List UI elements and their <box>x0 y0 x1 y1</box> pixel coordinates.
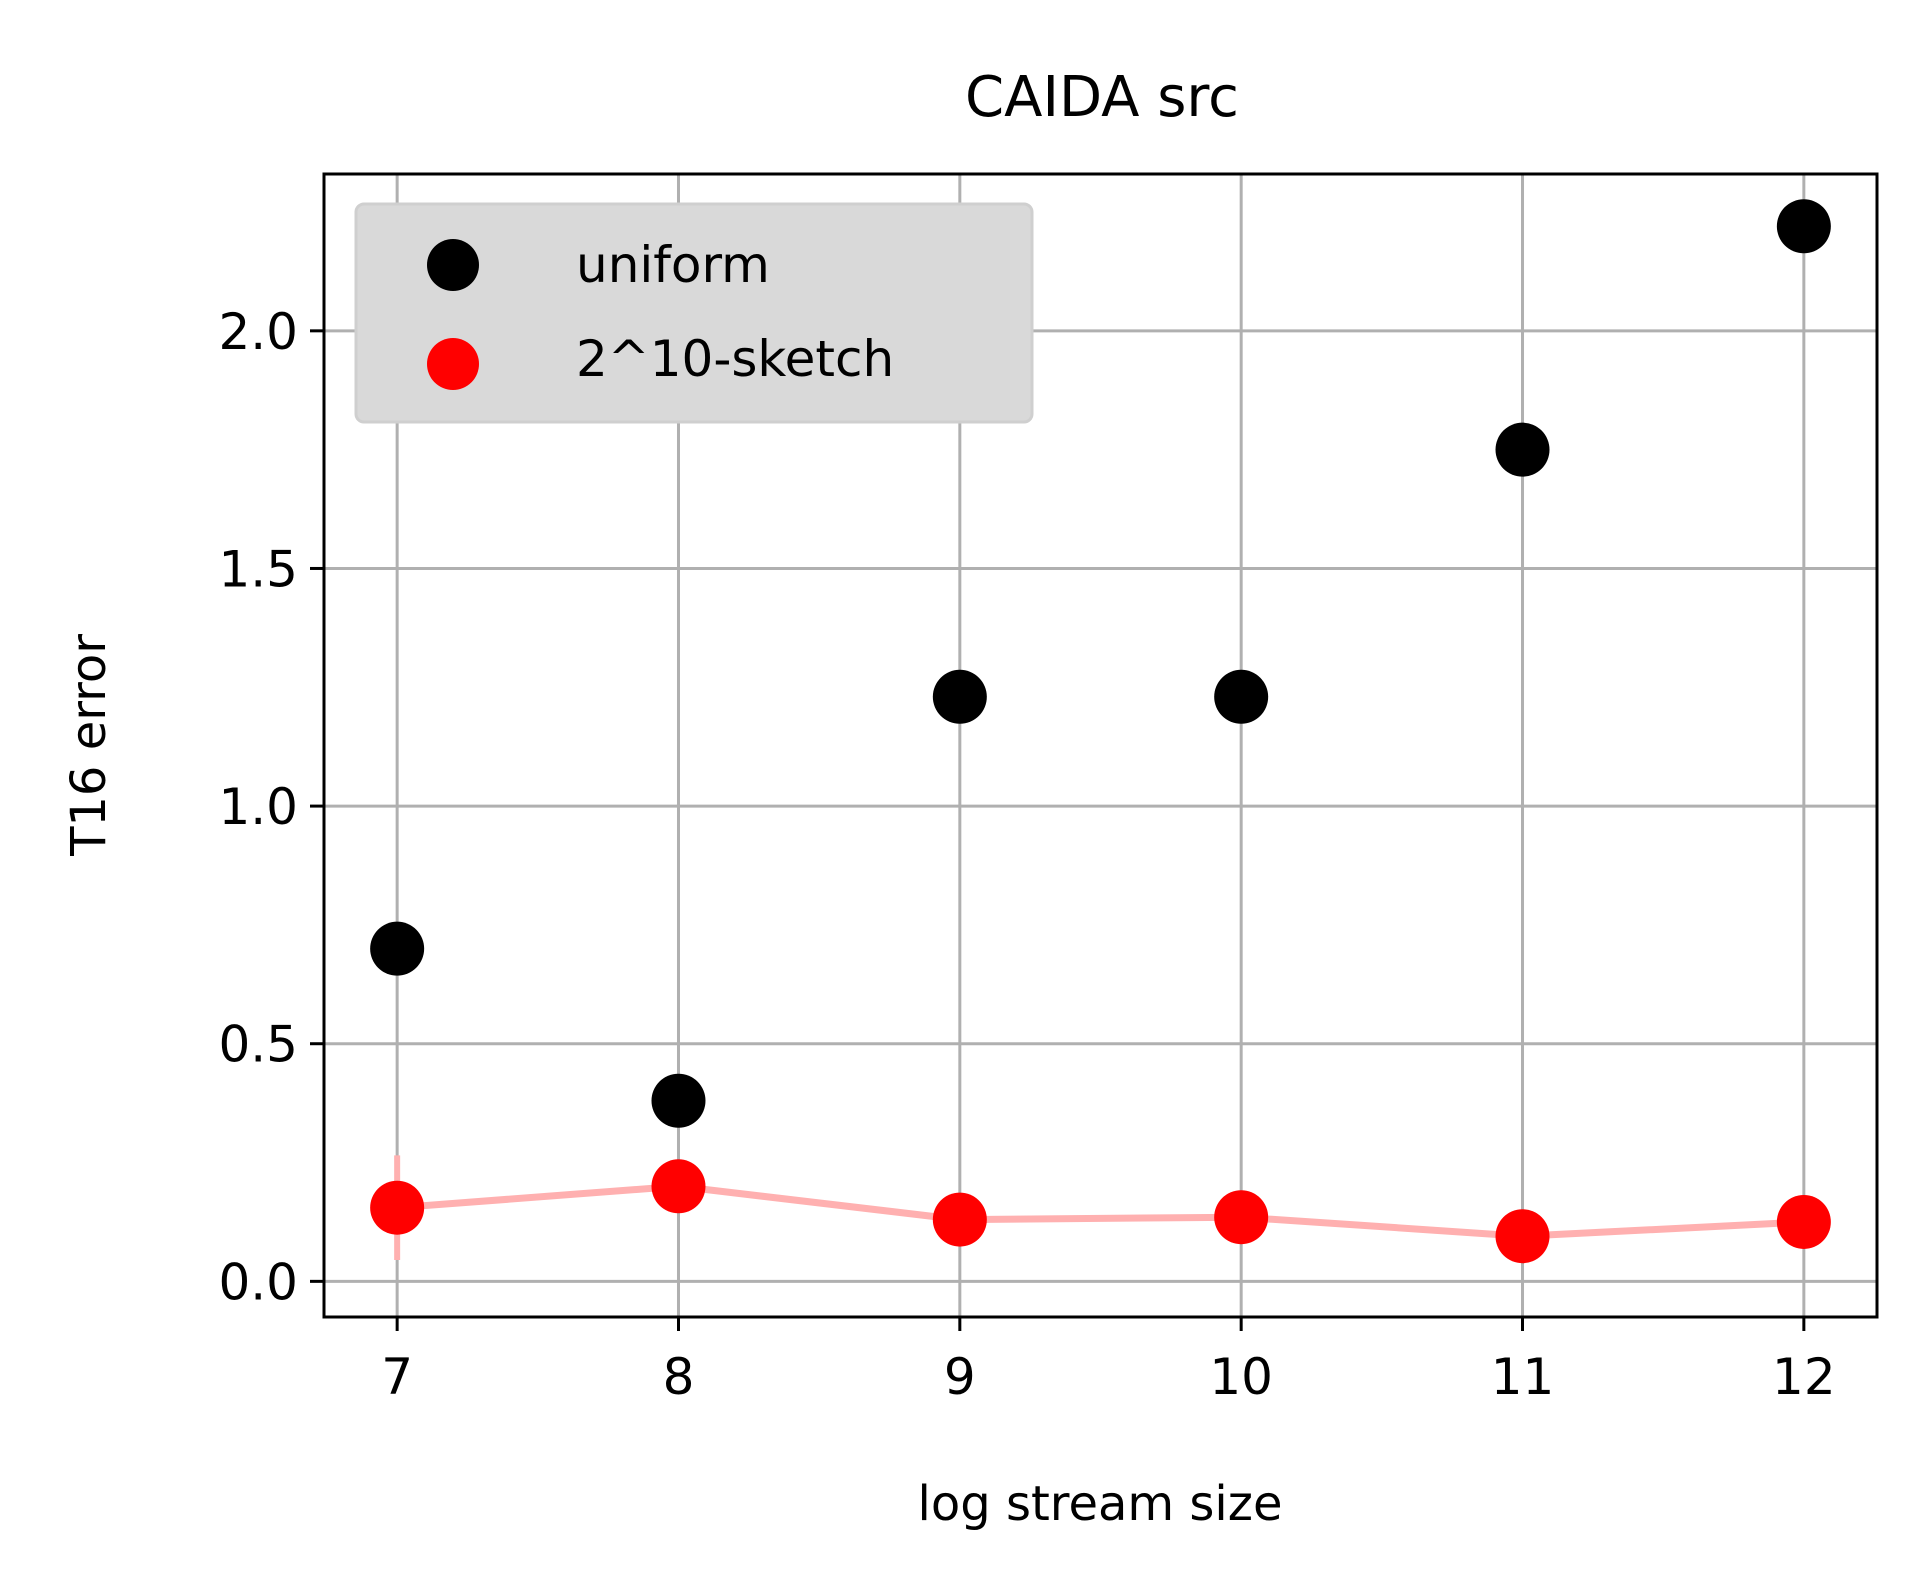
y-axis-label: T16 error <box>61 634 117 857</box>
point-2-10-sketch <box>932 1192 987 1247</box>
y-tick-label: 1.5 <box>218 540 298 598</box>
legend-marker-uniform <box>427 239 479 291</box>
point-uniform <box>370 921 425 976</box>
point-uniform <box>932 669 987 724</box>
point-2-10-sketch <box>1776 1194 1831 1249</box>
x-tick-label: 9 <box>944 1348 976 1406</box>
plot-frame <box>322 172 1879 1319</box>
point-2-10-sketch <box>1214 1190 1269 1245</box>
x-tick-label: 11 <box>1491 1348 1555 1406</box>
y-tick-label: 2.0 <box>218 303 298 361</box>
point-uniform <box>1776 199 1831 254</box>
y-tick-label: 1.0 <box>218 778 298 836</box>
x-tick-label: 10 <box>1209 1348 1273 1406</box>
x-axis-label: log stream size <box>918 1476 1283 1532</box>
legend-label-sketch: 2^10-sketch <box>576 330 894 388</box>
y-axis-ticks: 0.0 0.5 1.0 1.5 2.0 <box>218 303 324 1311</box>
x-tick-label: 12 <box>1772 1348 1836 1406</box>
point-2-10-sketch <box>370 1180 425 1235</box>
legend-label-uniform: uniform <box>576 236 770 294</box>
point-uniform <box>1495 422 1550 477</box>
data-points <box>370 199 1831 1264</box>
point-uniform <box>651 1073 706 1128</box>
point-uniform <box>1214 669 1269 724</box>
x-tick-label: 7 <box>381 1348 413 1406</box>
legend-marker-sketch <box>427 338 479 390</box>
point-2-10-sketch <box>1495 1209 1550 1264</box>
chart-title: CAIDA src <box>965 65 1239 130</box>
x-axis-ticks: 7 8 9 10 11 12 <box>381 1317 1836 1406</box>
legend-box <box>354 202 1034 424</box>
series-line-2-10-sketch <box>396 1182 1805 1240</box>
y-tick-label: 0.0 <box>218 1253 298 1311</box>
point-2-10-sketch <box>651 1159 706 1214</box>
legend: uniform 2^10-sketch <box>354 202 1034 424</box>
x-tick-label: 8 <box>663 1348 695 1406</box>
y-tick-label: 0.5 <box>218 1016 298 1074</box>
series-lines <box>396 1182 1805 1240</box>
